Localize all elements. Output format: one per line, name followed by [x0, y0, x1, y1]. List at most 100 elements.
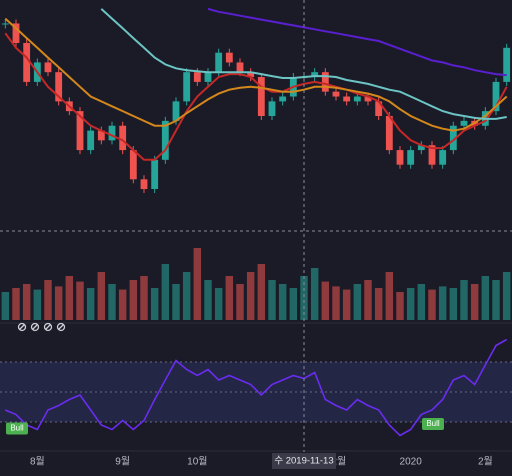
volume-bar	[460, 280, 468, 320]
volume-bar	[172, 284, 180, 320]
indicator-icons	[17, 322, 66, 332]
volume-bar	[353, 284, 362, 320]
moving-average	[207, 7, 507, 77]
volume-bar	[278, 284, 287, 320]
volume-bar	[321, 281, 330, 320]
volume-bar	[417, 284, 426, 320]
candle	[161, 120, 169, 160]
volume-bar	[428, 289, 436, 320]
volume-bar	[385, 272, 394, 320]
candle	[119, 125, 127, 151]
candle	[332, 91, 340, 97]
candle	[44, 62, 52, 73]
volume-bar	[470, 284, 479, 320]
candle	[76, 111, 84, 151]
volume-bar	[289, 288, 298, 320]
candle	[279, 96, 287, 102]
volume-bar	[12, 288, 20, 320]
x-tick-label: 2월	[478, 456, 493, 468]
x-tick-label: 10월	[187, 456, 207, 468]
candle	[343, 96, 351, 102]
volume-bar	[140, 276, 148, 320]
volume-bar	[364, 280, 372, 320]
bull-label-box	[6, 422, 28, 435]
volume-bar	[332, 286, 340, 320]
candle	[204, 72, 212, 82]
moving-average	[100, 8, 507, 120]
candle	[311, 72, 319, 78]
volume-bar	[118, 289, 127, 320]
volume-bar	[449, 288, 458, 320]
volume-bar	[481, 276, 490, 320]
crosshair-date-box	[272, 453, 336, 469]
volume-bar	[342, 289, 351, 320]
volume-bar	[54, 286, 63, 320]
x-tick-label: 9월	[115, 456, 130, 468]
candle	[23, 42, 31, 82]
moving-average	[4, 32, 508, 161]
candle	[247, 72, 255, 78]
volume-bar	[214, 288, 223, 320]
bull-label: Bull	[426, 419, 440, 428]
candle	[407, 150, 415, 165]
volume-bar	[236, 284, 244, 320]
rsi-line	[4, 338, 508, 437]
volume-bar	[76, 281, 84, 320]
x-tick-label: 2020	[400, 457, 423, 468]
candle	[321, 72, 329, 92]
candle	[353, 96, 361, 102]
volume-bar	[86, 288, 95, 320]
volume-bar	[193, 248, 202, 320]
bull-label-box	[422, 418, 444, 430]
candle	[375, 101, 383, 116]
candle	[193, 72, 201, 82]
volume-bar	[300, 276, 308, 320]
candle	[97, 130, 105, 141]
volume-bar	[310, 268, 319, 320]
candle	[108, 125, 116, 141]
candle	[129, 150, 137, 180]
volume-bar	[22, 284, 31, 320]
candle	[140, 179, 148, 190]
crosshair-date-label: 수 2019-11-13	[274, 456, 333, 467]
volume-bar	[225, 276, 234, 320]
candle	[215, 52, 223, 73]
candle	[268, 101, 276, 116]
candle	[396, 150, 404, 165]
candle	[417, 145, 425, 151]
volume-bar	[1, 292, 10, 320]
candle	[449, 125, 457, 151]
volume-bar	[438, 286, 447, 320]
candle	[364, 96, 372, 102]
candle	[428, 145, 436, 165]
candle	[492, 81, 500, 112]
volume-bar	[492, 280, 500, 320]
volume-bar	[406, 288, 415, 320]
candle	[12, 23, 20, 43]
candle	[503, 47, 511, 82]
volume-bar	[257, 264, 266, 320]
volume-bar	[182, 272, 191, 320]
x-tick-label: 8월	[30, 456, 45, 468]
moving-average	[4, 17, 508, 132]
volume-bar	[44, 280, 52, 320]
volume-bar	[161, 264, 170, 320]
volume-bar	[374, 288, 383, 320]
bull-label: Bull	[10, 424, 24, 433]
volume-bar	[150, 288, 159, 320]
candle	[236, 62, 244, 73]
volume-bar	[246, 272, 255, 320]
candle	[385, 116, 393, 151]
candle	[257, 77, 265, 116]
candle	[439, 150, 447, 165]
candle	[1, 23, 9, 25]
volume-bar	[204, 280, 212, 320]
volume-bar	[129, 280, 138, 320]
volume-bar	[396, 292, 404, 320]
candle	[151, 159, 159, 190]
volume-bar	[65, 276, 74, 320]
candle	[172, 101, 180, 121]
volume-bar	[268, 280, 276, 320]
